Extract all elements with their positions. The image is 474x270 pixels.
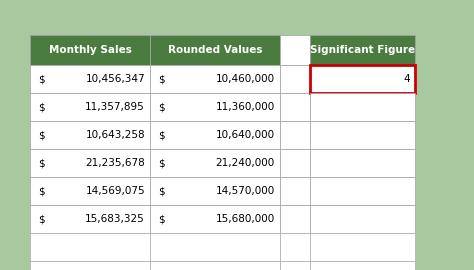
Text: $: $: [158, 214, 164, 224]
Bar: [150, 93, 280, 121]
Text: $: $: [38, 214, 45, 224]
Bar: [310, 65, 415, 93]
Text: 11,360,000: 11,360,000: [216, 102, 275, 112]
Text: 21,240,000: 21,240,000: [216, 158, 275, 168]
Text: 10,643,258: 10,643,258: [85, 130, 145, 140]
Bar: [310, 121, 415, 149]
Bar: [310, 233, 415, 261]
Text: Rounded Values: Rounded Values: [168, 45, 262, 55]
Bar: [30, 233, 150, 261]
Text: 14,570,000: 14,570,000: [216, 186, 275, 196]
Text: $: $: [38, 102, 45, 112]
Bar: [30, 93, 150, 121]
Bar: [150, 261, 280, 270]
Bar: [280, 205, 310, 233]
Bar: [150, 121, 280, 149]
Text: $: $: [158, 102, 164, 112]
Text: 21,235,678: 21,235,678: [85, 158, 145, 168]
Text: $: $: [38, 130, 45, 140]
Bar: [30, 121, 150, 149]
Text: $: $: [158, 158, 164, 168]
Bar: [30, 65, 150, 93]
Bar: [310, 177, 415, 205]
Bar: [280, 35, 310, 65]
Text: $: $: [38, 158, 45, 168]
Text: 4: 4: [403, 74, 410, 84]
Text: $: $: [158, 186, 164, 196]
Text: $: $: [158, 130, 164, 140]
Bar: [30, 35, 150, 65]
Bar: [150, 149, 280, 177]
Text: 10,456,347: 10,456,347: [85, 74, 145, 84]
Bar: [280, 177, 310, 205]
Bar: [310, 205, 415, 233]
Text: 15,683,325: 15,683,325: [85, 214, 145, 224]
Text: $: $: [158, 74, 164, 84]
Bar: [280, 233, 310, 261]
Text: $: $: [38, 74, 45, 84]
Bar: [150, 35, 280, 65]
Bar: [280, 65, 310, 93]
Bar: [30, 149, 150, 177]
Bar: [150, 205, 280, 233]
Bar: [280, 93, 310, 121]
Bar: [30, 205, 150, 233]
Text: 15,680,000: 15,680,000: [216, 214, 275, 224]
Text: 10,640,000: 10,640,000: [216, 130, 275, 140]
Bar: [30, 177, 150, 205]
Bar: [310, 149, 415, 177]
Bar: [310, 93, 415, 121]
Text: Monthly Sales: Monthly Sales: [48, 45, 131, 55]
Text: 11,357,895: 11,357,895: [85, 102, 145, 112]
Bar: [310, 35, 415, 65]
Text: $: $: [38, 186, 45, 196]
Bar: [310, 261, 415, 270]
Bar: [280, 149, 310, 177]
Bar: [150, 177, 280, 205]
Text: 14,569,075: 14,569,075: [85, 186, 145, 196]
Text: Significant Figure: Significant Figure: [310, 45, 415, 55]
Bar: [280, 261, 310, 270]
Bar: [30, 261, 150, 270]
Bar: [280, 121, 310, 149]
Bar: [150, 233, 280, 261]
Bar: [150, 65, 280, 93]
Text: 10,460,000: 10,460,000: [216, 74, 275, 84]
